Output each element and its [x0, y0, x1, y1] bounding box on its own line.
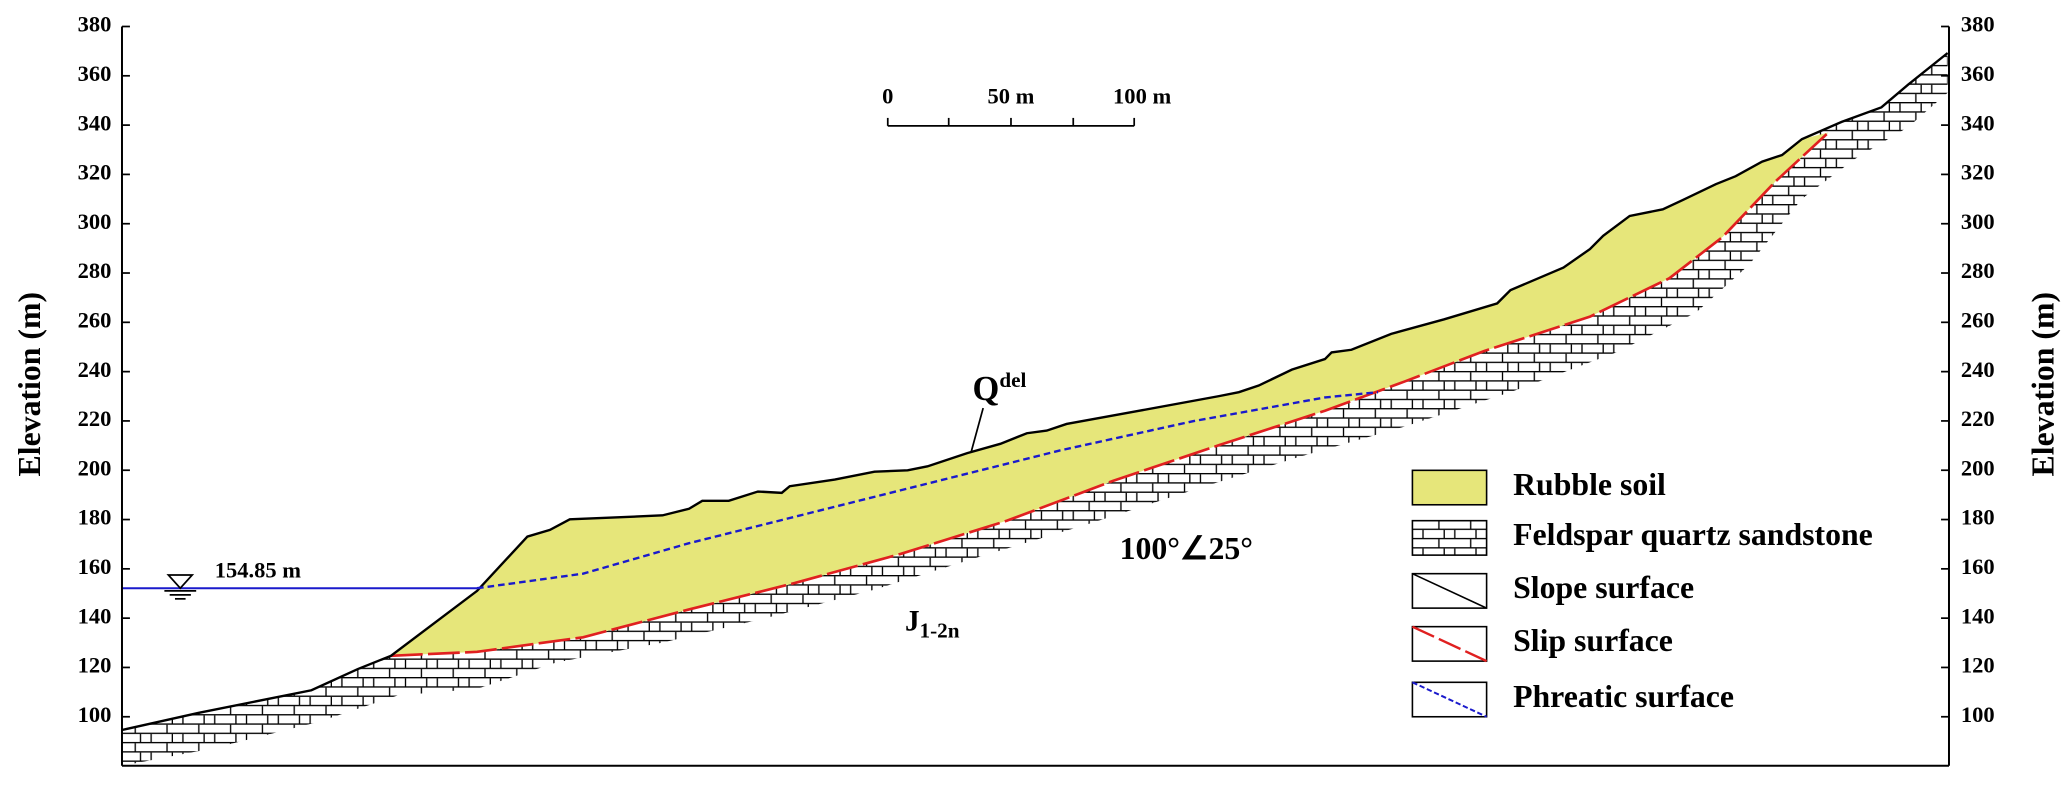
- legend-label: Phreatic surface: [1513, 679, 1734, 714]
- slope-surface: [121, 52, 1949, 732]
- y-tick-label: 220: [1961, 406, 1995, 431]
- y-tick-label: 240: [1961, 357, 1995, 382]
- y-tick-label: 380: [1961, 12, 1995, 37]
- y-tick-label: 280: [78, 258, 112, 283]
- y-tick-label: 320: [78, 160, 112, 185]
- y-tick-label: 340: [1961, 110, 1995, 135]
- y-tick-label: 100: [78, 702, 112, 727]
- scale-bar: [886, 117, 1136, 127]
- bedrock: [121, 52, 1948, 766]
- y-tick-label: 360: [78, 61, 112, 86]
- stratum-base: Q: [973, 370, 1000, 408]
- attitude-label: 100°∠25°: [1120, 531, 1253, 566]
- scale-label: 0: [882, 83, 893, 108]
- y-tick-label: 220: [78, 406, 112, 431]
- leader-line: [970, 407, 984, 453]
- y-tick-label: 380: [78, 12, 112, 37]
- y-tick-label: 140: [1961, 603, 1995, 628]
- y-tick-label: 200: [1961, 455, 1995, 480]
- y-tick-label: 260: [78, 307, 112, 332]
- y-tick-label: 160: [1961, 554, 1995, 579]
- y-tick-label: 280: [1961, 258, 1995, 283]
- y-tick-label: 360: [1961, 61, 1995, 86]
- water-symbol: [164, 574, 197, 600]
- stratum-superscript: del: [999, 368, 1026, 392]
- slip-surface: [390, 131, 1830, 658]
- legend-label: Rubble soil: [1513, 467, 1666, 502]
- legend: [1411, 469, 1488, 718]
- legend-label: Feldspar quartz sandstone: [1513, 517, 1873, 552]
- y-tick-label: 200: [78, 455, 112, 480]
- stratum-label: Qdel: [973, 368, 1027, 408]
- y-tick-label: 300: [1961, 209, 1995, 234]
- legend-label: Slip surface: [1513, 623, 1673, 658]
- stratum-base: J: [905, 606, 920, 638]
- right-axis-label: Elevation (m): [2026, 292, 2061, 476]
- y-tick-label: 160: [78, 554, 112, 579]
- y-tick-label: 180: [78, 505, 112, 530]
- y-tick-label: 140: [78, 603, 112, 628]
- stratum-label: J1-2n: [905, 606, 960, 643]
- rubble-soil: [390, 132, 1829, 656]
- scale-label: 50 m: [988, 83, 1035, 108]
- scale-label: 100 m: [1113, 83, 1171, 108]
- water-level-label: 154.85 m: [215, 558, 302, 583]
- y-tick-label: 320: [1961, 160, 1995, 185]
- stratum-subscript: 1-2n: [920, 618, 960, 642]
- y-tick-label: 240: [78, 357, 112, 382]
- y-tick-label: 120: [1961, 653, 1995, 678]
- y-tick-label: 180: [1961, 505, 1995, 530]
- y-tick-label: 120: [78, 653, 112, 678]
- phreatic-surface: [476, 390, 1379, 590]
- legend-label: Slope surface: [1513, 570, 1694, 605]
- y-tick-label: 340: [78, 110, 112, 135]
- y-tick-label: 100: [1961, 702, 1995, 727]
- y-tick-label: 300: [78, 209, 112, 234]
- left-axis-label: Elevation (m): [12, 292, 47, 476]
- y-tick-label: 260: [1961, 307, 1995, 332]
